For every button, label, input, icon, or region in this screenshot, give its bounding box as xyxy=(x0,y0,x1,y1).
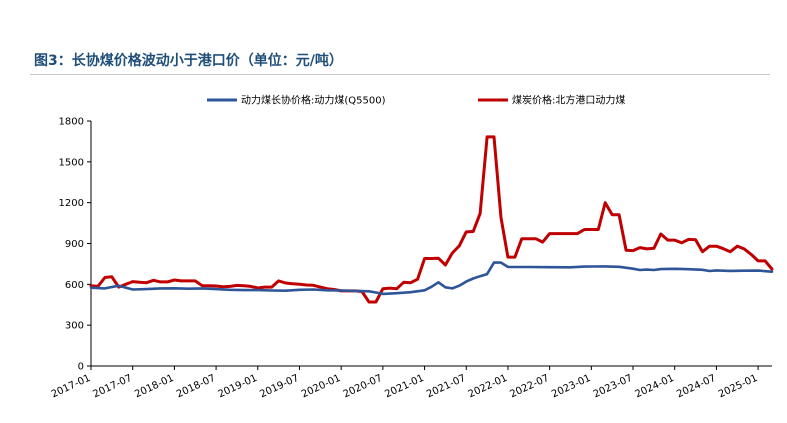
y-tick-label: 1500 xyxy=(59,157,84,168)
x-tick-label: 2019-01 xyxy=(217,373,260,401)
y-axis: 0 300 600 900 1200 1500 1800 xyxy=(59,117,92,373)
y-tick-label: 1800 xyxy=(59,117,84,128)
x-tick-label: 2019-07 xyxy=(258,373,301,401)
x-tick-label: 2023-01 xyxy=(550,373,593,401)
legend: 动力煤长协价格:动力煤(Q5500) 煤炭价格:北方港口动力煤 xyxy=(207,94,625,107)
series-layer xyxy=(89,135,774,304)
chart-title: 图3：长协煤价格波动小于港口价（单位：元/吨） xyxy=(34,53,343,69)
x-tick-label: 2021-07 xyxy=(425,373,468,401)
y-tick-label: 300 xyxy=(65,321,84,332)
x-tick-label: 2018-01 xyxy=(133,373,176,401)
series-line-1 xyxy=(89,261,774,296)
x-tick-label: 2020-01 xyxy=(300,373,343,401)
y-tick-label: 900 xyxy=(65,239,84,250)
y-tick-label: 600 xyxy=(65,280,84,291)
x-tick-label: 2024-01 xyxy=(633,373,676,401)
x-tick-label: 2020-07 xyxy=(342,373,385,401)
x-tick-label: 2022-01 xyxy=(467,373,510,401)
y-tick-label: 0 xyxy=(78,362,84,373)
x-tick-label: 2018-07 xyxy=(175,373,218,401)
x-tick-label: 2017-07 xyxy=(91,373,134,401)
x-tick-label: 2022-07 xyxy=(508,373,551,401)
x-axis: 2017-01 2017-07 2018-01 2018-07 2019-01 2019-… xyxy=(50,365,772,401)
x-tick-label: 2023-07 xyxy=(592,373,635,401)
x-tick-label: 2024-07 xyxy=(675,373,718,401)
x-tick-label: 2021-01 xyxy=(383,373,426,401)
x-tick-label: 2017-01 xyxy=(50,373,93,401)
series-line-2 xyxy=(89,135,774,304)
title-divider xyxy=(30,74,770,75)
legend-label-2: 煤炭价格:北方港口动力煤 xyxy=(512,94,625,107)
legend-label-1: 动力煤长协价格:动力煤(Q5500) xyxy=(241,94,386,107)
x-tick-label: 2025-01 xyxy=(717,373,760,401)
y-tick-label: 1200 xyxy=(59,198,84,209)
